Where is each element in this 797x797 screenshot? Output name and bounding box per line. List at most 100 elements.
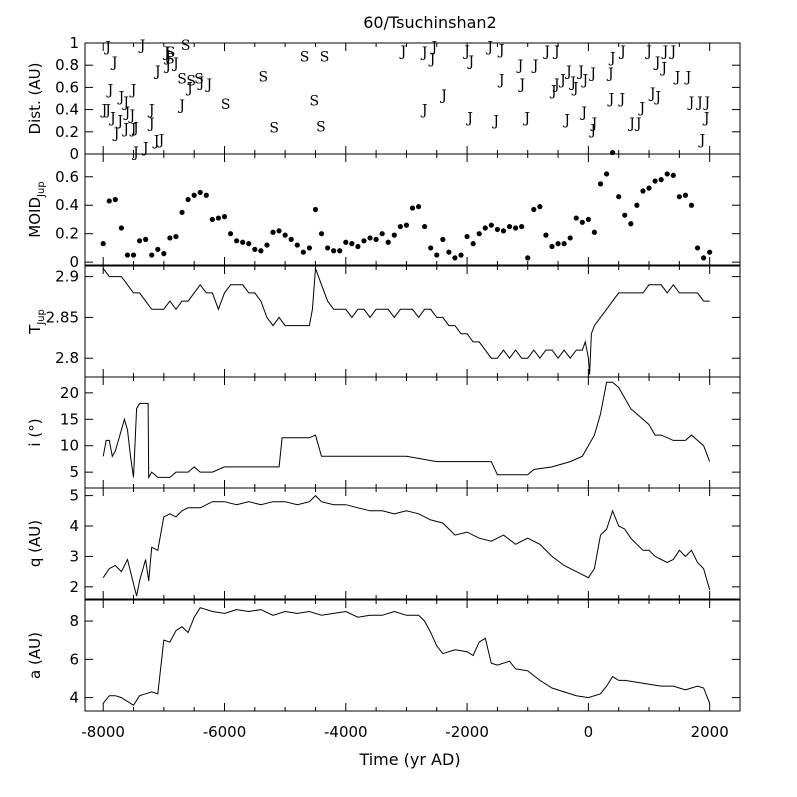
encounter-letter-J: J [110,55,118,71]
encounter-letter-S: S [221,97,231,113]
moid-point [652,178,658,184]
y-tick-label-moid: 0.4 [55,196,79,214]
moid-point [610,149,616,156]
encounter-letter-J: J [581,73,589,89]
encounter-letter-J: J [147,103,155,119]
encounter-letter-S: S [177,72,187,88]
panel-frame-a [84,599,741,712]
x-tick-label: -6000 [203,723,247,741]
encounter-letter-J: J [117,89,125,105]
moid-point [331,248,337,254]
panel-incl: 5 10 15 20 i (°) [26,376,741,489]
encounter-letter-J: J [108,110,116,126]
moid-point [155,246,161,252]
moid-point [458,252,464,258]
moid-point [100,241,106,247]
encounter-letter-J: J [590,116,598,132]
encounter-letter-J: J [564,64,572,80]
y-tick-label-q: 4 [69,517,79,535]
y-tick-label-a: 8 [69,612,79,630]
moid-point [136,238,143,244]
y-axis-label-tjup: TJup [26,309,47,335]
moid-point [519,223,525,230]
moid-point [658,177,664,183]
moid-point [252,246,258,252]
moid-point [343,239,349,245]
panel-moid: 0 0.2 0.4 0.6 MOIDJup [26,149,741,271]
encounter-letter-J: J [698,133,706,149]
moid-point [179,209,185,215]
y-tick-label-dist: 1 [69,34,79,52]
moid-point [616,194,622,200]
encounter-letter-J: J [588,123,596,139]
encounter-letter-J: J [131,145,139,161]
moid-point [288,236,294,242]
moid-point [500,228,507,234]
encounter-letter-J: J [516,58,524,74]
encounter-letter-S: S [194,72,204,88]
encounter-letter-J: J [129,121,137,137]
moid-point [246,241,252,247]
encounter-letter-J: J [112,126,120,142]
encounter-letter-J: J [549,84,557,100]
encounter-letter-S: S [309,94,319,110]
encounter-letter-J: J [123,105,131,121]
y-tick-label-q: 2 [69,578,79,596]
moid-point [112,196,118,203]
encounter-letter-S: S [300,49,310,65]
encounter-letter-J: J [588,66,596,82]
moid-point [434,252,440,258]
encounter-letter-J: J [100,103,108,119]
encounter-letter-J: J [558,73,566,89]
y-tick-label-a: 6 [69,650,79,668]
encounter-letter-J: J [197,75,205,91]
encounter-letter-J: J [129,83,137,99]
encounter-letter-S: S [166,45,176,61]
y-tick-label-dist: 0.4 [55,101,79,119]
moid-point [622,212,628,218]
y-tick-label-dist: 0.8 [55,56,79,74]
moid-point [488,222,494,228]
moid-point [240,239,246,245]
x-tick-label: 2000 [691,723,729,741]
encounter-letter-J: J [607,92,615,108]
moid-point [603,171,610,177]
y-tick-label-incl: 10 [60,437,79,455]
moid-point [422,223,428,230]
moid-point [167,235,173,241]
encounter-letter-S: S [165,52,175,68]
moid-point [403,222,410,228]
encounter-letter-J: J [430,39,438,55]
encounter-letter-J: J [428,52,436,68]
y-tick-label-a: 4 [69,689,79,707]
encounter-letter-J: J [552,77,560,93]
encounter-letter-J: J [163,58,171,74]
moid-point [470,241,476,247]
encounter-letter-J: J [579,105,587,121]
series-line-q [102,494,711,597]
encounter-letter-J: J [531,58,539,74]
moid-point [597,181,604,187]
moid-point [191,192,197,198]
moid-point [664,171,670,177]
encounter-letter-J: J [695,95,703,111]
encounter-letter-J: J [177,98,185,114]
moid-point [391,232,397,238]
encounter-letter-J: J [121,121,129,137]
y-axis-label-a: a (AU) [26,632,44,679]
panel-frame-moid [84,153,741,266]
panel-frame-tjup [84,265,741,378]
chart-title: 60/Tsuchinshan2 [363,13,496,32]
moid-point [397,223,403,230]
panel-frame-q [84,487,741,600]
encounter-letter-J: J [153,64,161,80]
y-axis-label-moid: MOIDJup [26,181,47,237]
y-tick-label-q: 5 [69,487,79,505]
moid-point [585,216,591,223]
encounter-letter-J: J [103,103,111,119]
series-line-a [102,607,711,706]
moid-point [149,252,155,258]
encounter-letter-J: J [668,44,676,60]
encounter-letter-J: J [606,66,614,82]
